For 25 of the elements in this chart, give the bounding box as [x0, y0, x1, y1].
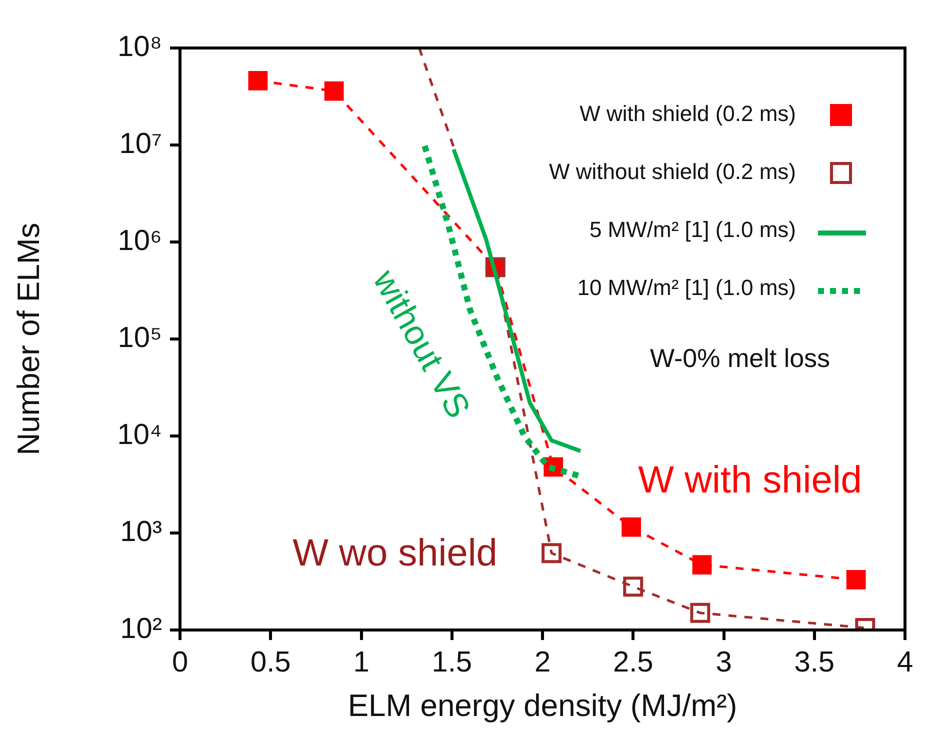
x-tick-label: 1	[353, 646, 370, 678]
x-tick-label: 4	[896, 646, 914, 678]
x-tick-label: 3	[716, 646, 732, 678]
x-tick-label: 0.5	[250, 646, 291, 678]
x-tick-label: 0	[172, 646, 188, 678]
annotation: W with shield	[638, 459, 862, 502]
legend-label: 5 MW/m² [1] (1.0 ms)	[589, 217, 796, 242]
x-tick-label: 2	[534, 646, 551, 678]
y-tick-label: 10²	[120, 613, 162, 645]
legend-label: W without shield (0.2 ms)	[549, 159, 796, 184]
annotation: W-0% melt loss	[650, 343, 830, 374]
y-tick-label: 10⁵	[118, 322, 162, 354]
y-axis-title: Number of ELMs	[11, 222, 46, 456]
y-tick-label: 10⁸	[118, 31, 162, 63]
legend-label: 10 MW/m² [1] (1.0 ms)	[577, 275, 796, 300]
x-tick-label: 1.5	[432, 646, 472, 678]
y-tick-label: 10³	[120, 516, 162, 548]
x-tick-label: 3.5	[794, 646, 835, 678]
y-tick-label: 10⁷	[119, 128, 162, 160]
legend-label: W with shield (0.2 ms)	[580, 101, 796, 126]
y-tick-label: 10⁶	[118, 225, 162, 257]
y-tick-label: 10⁴	[117, 419, 162, 451]
x-tick-label: 2.5	[612, 646, 654, 678]
x-axis-title: ELM energy density (MJ/m²)	[348, 688, 738, 723]
annotation: W wo shield	[292, 532, 498, 574]
